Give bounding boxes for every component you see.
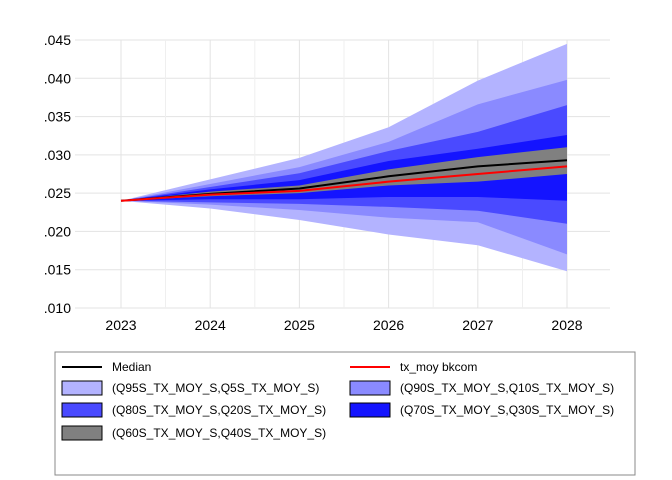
x-tick-label: 2025 <box>284 317 315 333</box>
y-axis: .045 .040 .035 .030 .025 .020 .015 .010 <box>44 32 71 316</box>
legend-swatch <box>61 402 103 418</box>
legend-label: (Q80S_TX_MOY_S,Q20S_TX_MOY_S) <box>112 403 326 417</box>
series-line-tx-moy-bkcom <box>120 165 568 202</box>
legend-swatch <box>61 425 103 441</box>
x-tick-label: 2026 <box>373 317 404 333</box>
legend-swatch <box>349 402 391 418</box>
y-tick-label: .045 <box>44 32 71 48</box>
x-tick-label: 2028 <box>551 317 582 333</box>
y-tick-label: .030 <box>44 147 71 163</box>
y-tick-label: .020 <box>44 223 71 239</box>
legend-label: Median <box>112 360 151 374</box>
legend-swatch <box>61 380 103 396</box>
y-tick-label: .025 <box>44 185 71 201</box>
y-tick-label: .010 <box>44 300 71 316</box>
legend-label: tx_moy bkcom <box>400 360 477 374</box>
x-tick-label: 2027 <box>462 317 493 333</box>
y-tick-label: .035 <box>44 109 71 125</box>
x-tick-label: 2024 <box>195 317 226 333</box>
legend-label: (Q70S_TX_MOY_S,Q30S_TX_MOY_S) <box>400 403 614 417</box>
y-tick-label: .040 <box>44 70 71 86</box>
x-axis: 2023 2024 2025 2026 2027 2028 <box>105 317 582 333</box>
legend-label: (Q95S_TX_MOY_S,Q5S_TX_MOY_S) <box>112 381 319 395</box>
band-3 <box>121 134 567 201</box>
legend-swatch <box>349 380 391 396</box>
series-lines <box>120 159 568 202</box>
legend-label: (Q60S_TX_MOY_S,Q40S_TX_MOY_S) <box>112 426 326 440</box>
band-4 <box>121 147 567 201</box>
legend-label: (Q90S_TX_MOY_S,Q10S_TX_MOY_S) <box>400 381 614 395</box>
legend-frame <box>54 351 636 476</box>
legend: Median tx_moy bkcom (Q95S_TX_MOY_S,Q5S_TX_… <box>54 351 636 476</box>
x-tick-label: 2023 <box>105 317 136 333</box>
y-tick-label: .015 <box>44 262 71 278</box>
